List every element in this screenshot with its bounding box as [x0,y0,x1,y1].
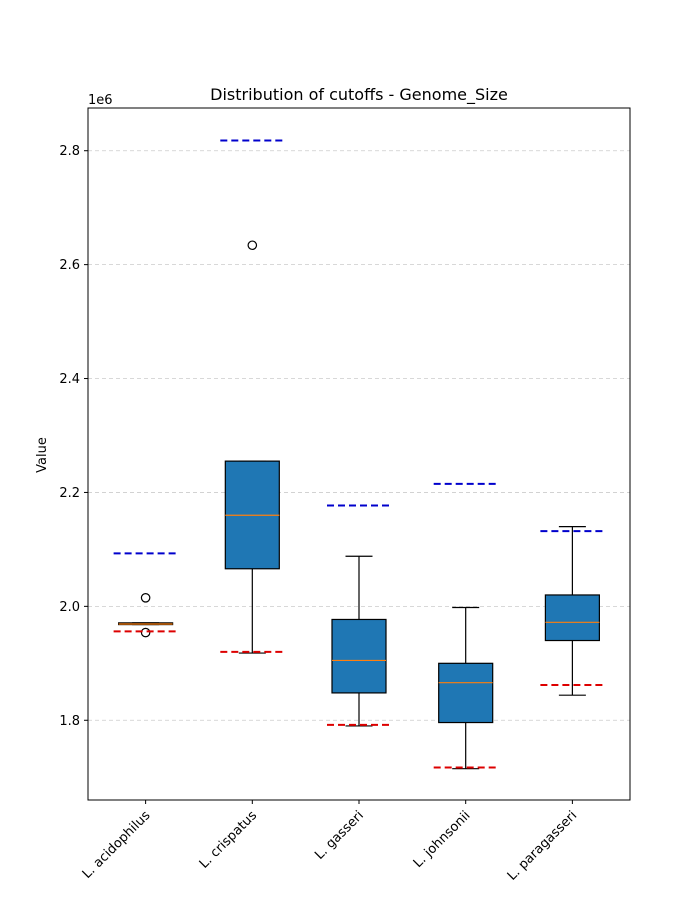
box-group [327,504,391,727]
y-tick-label: 1.8 [59,714,80,729]
y-axis-offset-label: 1e6 [88,93,113,108]
chart-title: Distribution of cutoffs - Genome_Size [210,85,508,105]
box-group [433,482,498,770]
box-group [113,552,178,638]
outlier-point [247,240,258,251]
y-tick-label: 2.2 [59,486,80,501]
y-tick-label: 2.0 [59,600,80,615]
y-tick-label: 2.6 [59,258,80,273]
box-group [540,526,605,696]
y-tick-label: 2.4 [59,372,80,387]
y-axis-label: Value [35,437,50,473]
box-series [113,139,605,770]
iqr-box [331,618,387,694]
grid-lines [88,150,630,721]
iqr-box [438,662,494,724]
y-tick-label: 2.8 [59,144,80,159]
y-axis: 1.8 2.0 2.2 2.4 2.6 2.8 [59,144,88,729]
outlier-point [140,627,151,638]
box-group [220,139,285,654]
outlier-point [140,593,151,603]
iqr-box [544,594,600,642]
